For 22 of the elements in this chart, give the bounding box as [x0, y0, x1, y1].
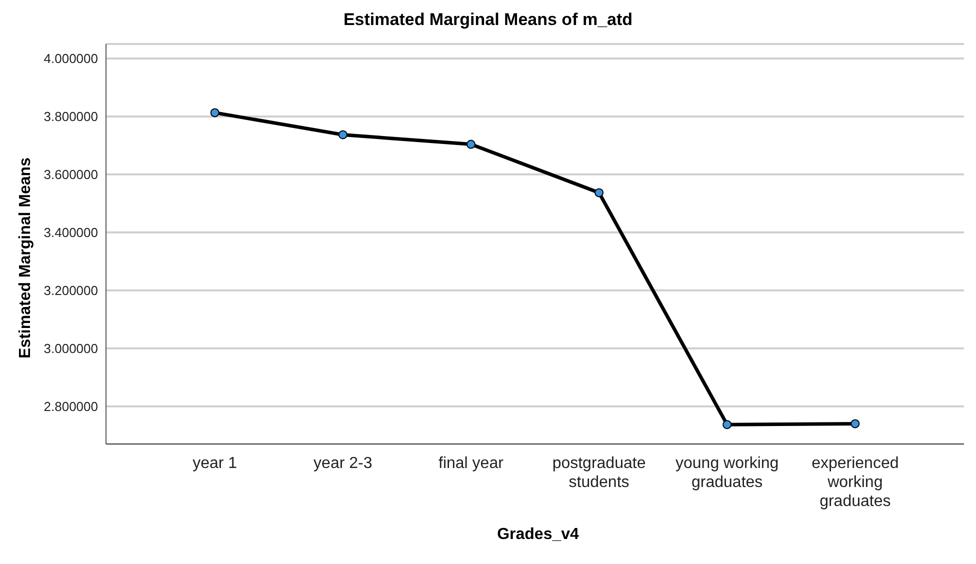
- y-tick-label: 3.000000: [44, 340, 98, 356]
- x-tick-label: final year: [438, 455, 504, 472]
- x-tick-label: postgraduate students: [552, 455, 646, 491]
- x-tick-label: experienced working graduates: [812, 455, 899, 510]
- x-tick-label: year 1: [192, 455, 238, 472]
- x-tick-label: young working graduates: [676, 455, 779, 491]
- chart-title: Estimated Marginal Means of m_atd: [342, 9, 634, 31]
- y-axis-title: Estimated Marginal Means: [17, 158, 35, 358]
- point: [850, 419, 860, 428]
- y-tick-label: 4.000000: [44, 51, 98, 66]
- point: [594, 188, 604, 198]
- point: [338, 130, 348, 140]
- x-tick-label: year 2-3: [314, 455, 372, 472]
- y-tick-label: 3.400000: [44, 225, 98, 240]
- x-axis-title: Grades_v4: [496, 526, 580, 544]
- y-tick-label: 2.800000: [44, 398, 98, 414]
- point: [722, 420, 732, 430]
- point: [466, 140, 476, 149]
- y-tick-label: 3.200000: [44, 282, 98, 298]
- y-tick-label: 3.800000: [44, 109, 98, 124]
- point: [210, 108, 220, 118]
- y-tick-label: 3.600000: [44, 167, 98, 182]
